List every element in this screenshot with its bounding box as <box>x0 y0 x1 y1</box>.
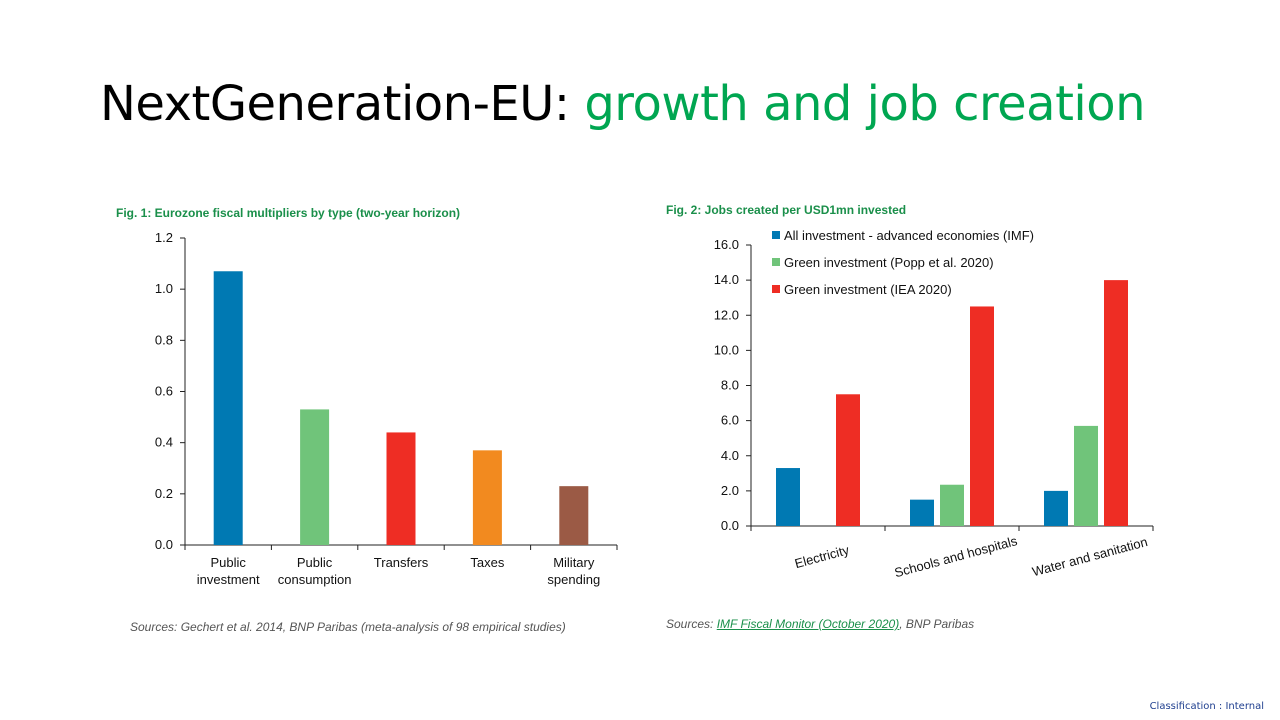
slide-title-highlight: growth and job creation <box>584 76 1146 132</box>
legend-swatch <box>772 258 780 266</box>
figure2-caption: Fig. 2: Jobs created per USD1mn invested <box>666 203 907 217</box>
bar <box>970 306 994 526</box>
x-tick-label: Taxes <box>470 555 504 570</box>
x-tick-label: Public <box>210 555 246 570</box>
bar <box>836 394 860 526</box>
y-tick-label: 8.0 <box>721 378 739 393</box>
y-tick-label: 0.4 <box>155 435 173 450</box>
classification-label: Classification : Internal <box>1149 701 1264 712</box>
y-tick-label: 1.2 <box>155 230 173 245</box>
legend-label: All investment - advanced economies (IMF… <box>784 228 1034 243</box>
y-tick-label: 10.0 <box>714 342 739 357</box>
y-tick-label: 0.6 <box>155 384 173 399</box>
bar <box>1044 490 1068 526</box>
legend-label: Green investment (IEA 2020) <box>784 282 952 297</box>
y-tick-label: 0.2 <box>155 486 173 501</box>
figure2-source-link[interactable]: IMF Fiscal Monitor (October 2020) <box>716 617 900 631</box>
x-tick-label: investment <box>197 572 260 587</box>
legend-swatch <box>772 285 780 293</box>
bar <box>1074 425 1098 526</box>
bar <box>300 409 330 545</box>
y-tick-label: 0.0 <box>155 537 173 552</box>
bar <box>1104 280 1128 526</box>
slide-title-main: NextGeneration-EU: <box>100 76 570 132</box>
x-tick-label: Water and sanitation <box>1031 534 1150 579</box>
x-tick-label: Schools and hospitals <box>893 533 1020 580</box>
x-tick-label: Military <box>553 555 595 570</box>
bar <box>472 450 502 545</box>
x-tick-label: Transfers <box>374 555 429 570</box>
bar <box>213 271 243 545</box>
slide-title: NextGeneration-EU: growth and job creati… <box>100 72 1146 136</box>
y-tick-label: 1.0 <box>155 281 173 296</box>
figure1-chart: 0.0 0.2 0.4 0.6 0.8 1.0 1.2 Public investment Pub… <box>155 230 618 587</box>
x-tick-label: Electricity <box>793 542 851 571</box>
x-tick-label: spending <box>547 572 600 587</box>
figure2-source-suffix: , BNP Paribas <box>899 617 975 631</box>
x-tick-label: consumption <box>278 572 352 587</box>
y-tick-label: 16.0 <box>714 237 739 252</box>
figure2-source-prefix: Sources: <box>666 617 717 631</box>
figure1-caption: Fig. 1: Eurozone fiscal multipliers by t… <box>116 206 461 220</box>
figure1-source: Sources: Gechert et al. 2014, BNP Pariba… <box>130 620 566 634</box>
y-tick-label: 4.0 <box>721 448 739 463</box>
y-tick-label: 0.8 <box>155 332 173 347</box>
bar <box>940 484 964 526</box>
y-tick-label: 6.0 <box>721 413 739 428</box>
bar <box>776 468 800 526</box>
y-tick-label: 0.0 <box>721 518 739 533</box>
legend-label: Green investment (Popp et al. 2020) <box>784 255 994 270</box>
bar <box>386 432 416 545</box>
x-tick-label: Public <box>297 555 333 570</box>
bar <box>559 486 589 545</box>
bar <box>910 499 934 526</box>
y-tick-label: 2.0 <box>721 483 739 498</box>
y-tick-label: 14.0 <box>714 272 739 287</box>
figure2-chart: 0.0 2.0 4.0 6.0 8.0 10.0 12.0 14.0 16.0 Electrici… <box>714 228 1154 580</box>
legend-swatch <box>772 231 780 239</box>
y-tick-label: 12.0 <box>714 307 739 322</box>
figure2-source: Sources: IMF Fiscal Monitor (October 202… <box>666 617 974 631</box>
